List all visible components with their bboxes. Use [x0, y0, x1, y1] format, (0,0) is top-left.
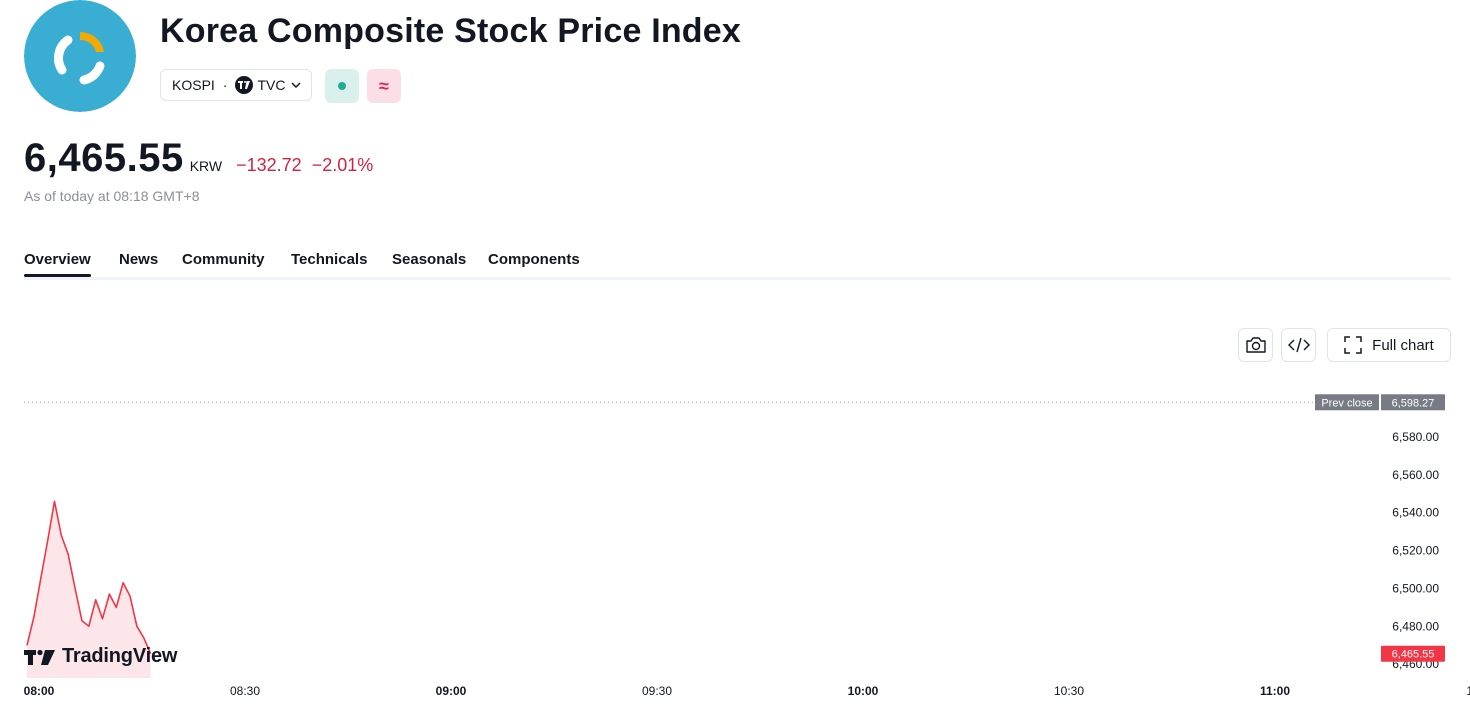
tradingview-wordmark: TradingView: [62, 645, 178, 667]
tab-news[interactable]: News: [119, 251, 159, 268]
y-axis-tick-label: 6,580.00: [1392, 430, 1439, 444]
chevron-down-icon: [291, 82, 301, 88]
price-change: −132.72: [236, 155, 302, 175]
price-line: [26, 500, 152, 655]
last-price-badge-bg: [1381, 645, 1445, 662]
market-status-button[interactable]: [325, 69, 359, 103]
y-axis-tick-label: 6,540.00: [1392, 506, 1439, 520]
embed-button[interactable]: [1281, 328, 1316, 362]
prev-close-value-bg: [1381, 394, 1445, 411]
x-axis-tick-label: 08:00: [24, 684, 55, 698]
tabs-underline: [24, 277, 1451, 280]
tv-exchange-icon: [235, 76, 254, 94]
full-chart-button[interactable]: Full chart: [1327, 328, 1451, 362]
prev-close-label-bg: [1315, 394, 1379, 411]
y-axis-tick-label: 6,480.00: [1392, 619, 1439, 633]
prev-close-label: Prev close: [1321, 397, 1372, 409]
exchange-label: TVC: [257, 77, 286, 93]
y-axis-tick-label: 6,520.00: [1392, 544, 1439, 558]
symbol-separator: ·: [222, 77, 228, 93]
delayed-data-icon: ≈: [379, 75, 389, 96]
tradingview-logo-icon: [24, 649, 55, 665]
tab-community[interactable]: Community: [182, 251, 265, 268]
symbol-label: KOSPI: [172, 77, 215, 93]
price-block: 6,465.55 KRW −132.72 −2.01%: [24, 136, 373, 181]
fullscreen-icon: [1344, 336, 1362, 354]
last-price-badge: 6,465.55: [1392, 649, 1435, 661]
tab-components[interactable]: Components: [488, 251, 580, 268]
kospi-logo-icon: [24, 0, 136, 112]
prev-close-value: 6,598.27: [1392, 397, 1435, 409]
x-axis-tick-label: 09:30: [642, 684, 672, 698]
x-axis-tick-label: 10:00: [848, 684, 879, 698]
delayed-data-button[interactable]: ≈: [367, 69, 401, 103]
price-timestamp: As of today at 08:18 GMT+8: [24, 188, 200, 204]
y-axis-tick-label: 6,560.00: [1392, 468, 1439, 482]
price-chart-svg[interactable]: Prev close 6,598.27 6,580.00 6,560.00 6,540.…: [0, 380, 1470, 722]
x-axis-tick-label: 08:30: [230, 684, 260, 698]
last-price: 6,465.55: [24, 136, 184, 180]
tab-seasonals[interactable]: Seasonals: [392, 251, 467, 268]
symbol-exchange-selector[interactable]: KOSPI · TVC: [160, 69, 313, 101]
camera-icon: [1245, 337, 1266, 353]
market-open-dot-icon: [338, 82, 346, 90]
code-icon: [1287, 337, 1310, 353]
page-title: Korea Composite Stock Price Index: [160, 12, 741, 50]
price-chart[interactable]: Prev close 6,598.27 6,580.00 6,560.00 6,540.…: [0, 380, 1470, 722]
x-axis-tick-label: 09:00: [436, 684, 467, 698]
tab-technicals[interactable]: Technicals: [291, 251, 368, 268]
price-change-percent: −2.01%: [311, 155, 374, 175]
x-axis-tick-label: 11:30: [1466, 684, 1470, 698]
x-axis-tick-label: 11:00: [1260, 684, 1290, 698]
price-area-fill: [27, 501, 151, 678]
symbol-tabs: Overview News Community Technicals Seaso…: [24, 250, 1451, 280]
full-chart-label: Full chart: [1372, 336, 1434, 354]
y-axis-tick-label: 6,500.00: [1392, 581, 1439, 595]
tab-overview[interactable]: Overview: [24, 251, 91, 277]
x-axis-tick-label: 10:30: [1054, 684, 1084, 698]
price-currency: KRW: [189, 158, 223, 174]
tradingview-logo[interactable]: TradingView: [24, 645, 177, 668]
snapshot-button[interactable]: [1238, 328, 1273, 362]
